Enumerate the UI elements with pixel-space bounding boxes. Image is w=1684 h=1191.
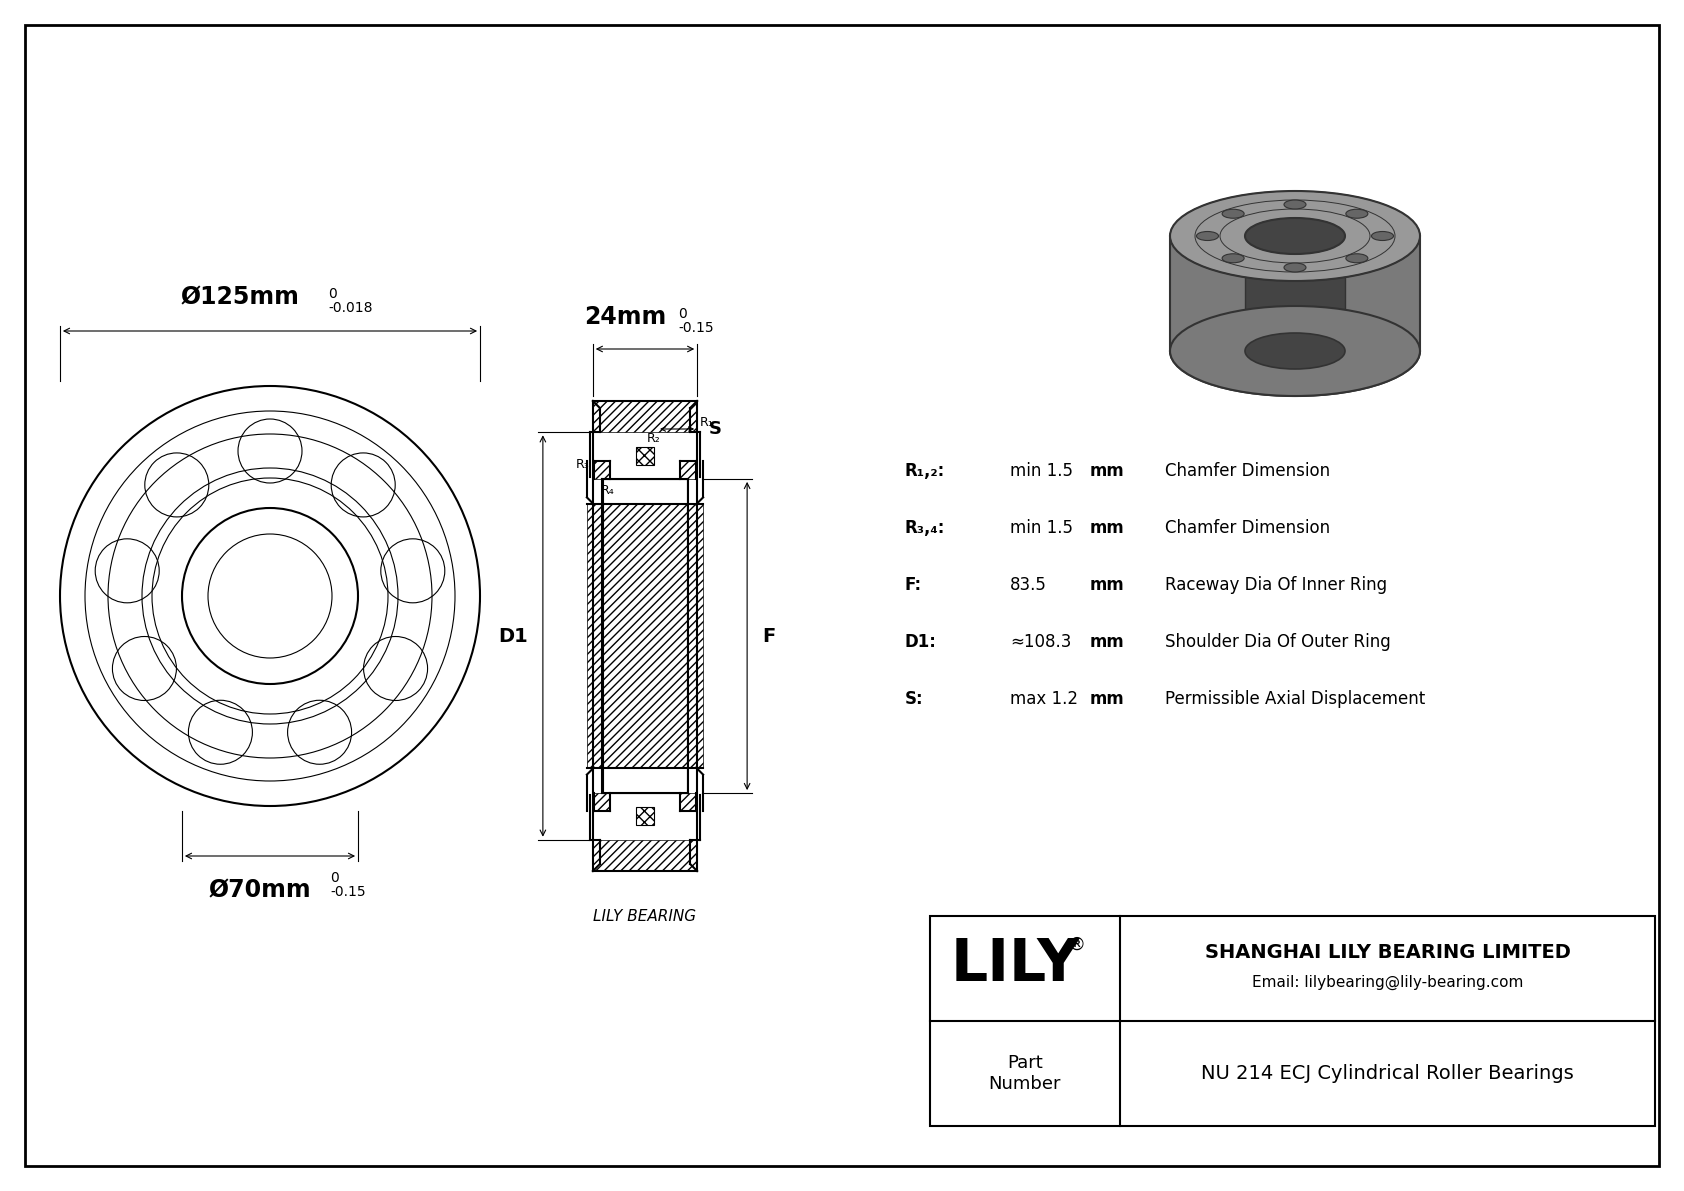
Text: 83.5: 83.5 xyxy=(1010,576,1047,594)
Bar xyxy=(637,447,653,464)
Text: Raceway Dia Of Inner Ring: Raceway Dia Of Inner Ring xyxy=(1165,576,1388,594)
Ellipse shape xyxy=(1223,210,1244,218)
Text: 24mm: 24mm xyxy=(584,305,667,329)
Text: Permissible Axial Displacement: Permissible Axial Displacement xyxy=(1165,690,1425,707)
Ellipse shape xyxy=(1346,254,1367,263)
Ellipse shape xyxy=(1223,254,1244,263)
Bar xyxy=(594,793,610,811)
Text: Ø125mm: Ø125mm xyxy=(180,285,300,308)
Bar xyxy=(930,916,1655,1125)
Text: 0: 0 xyxy=(679,307,687,322)
Text: R₃,₄:: R₃,₄: xyxy=(904,519,945,537)
Text: LILY BEARING: LILY BEARING xyxy=(593,909,697,924)
Text: F:: F: xyxy=(904,576,923,594)
Text: R₃: R₃ xyxy=(576,457,589,470)
Text: R₂: R₂ xyxy=(647,432,660,445)
Bar xyxy=(593,401,697,432)
Text: LILY: LILY xyxy=(950,936,1079,993)
Bar xyxy=(594,461,610,479)
Text: Shoulder Dia Of Outer Ring: Shoulder Dia Of Outer Ring xyxy=(1165,632,1391,651)
Text: Ø70mm: Ø70mm xyxy=(209,878,312,902)
Text: 0: 0 xyxy=(328,287,337,301)
Bar xyxy=(637,807,653,825)
Text: 0: 0 xyxy=(330,871,338,885)
Ellipse shape xyxy=(1170,306,1420,395)
Text: Email: lilybearing@lily-bearing.com: Email: lilybearing@lily-bearing.com xyxy=(1251,975,1524,990)
Ellipse shape xyxy=(1283,263,1307,272)
Ellipse shape xyxy=(1170,306,1420,395)
Text: mm: mm xyxy=(1090,519,1125,537)
Text: D1:: D1: xyxy=(904,632,936,651)
Text: -0.15: -0.15 xyxy=(330,885,365,899)
Text: min 1.5: min 1.5 xyxy=(1010,519,1073,537)
Text: Part
Number: Part Number xyxy=(989,1054,1061,1093)
Ellipse shape xyxy=(1283,200,1307,208)
Text: ®: ® xyxy=(1068,935,1086,954)
Bar xyxy=(1170,236,1420,351)
Ellipse shape xyxy=(1197,231,1219,241)
Text: Chamfer Dimension: Chamfer Dimension xyxy=(1165,519,1330,537)
Text: R₄: R₄ xyxy=(601,484,615,497)
Text: mm: mm xyxy=(1090,462,1125,480)
Text: Chamfer Dimension: Chamfer Dimension xyxy=(1165,462,1330,480)
Bar xyxy=(680,461,695,479)
Text: ≈108.3: ≈108.3 xyxy=(1010,632,1071,651)
Bar xyxy=(680,793,695,811)
Bar xyxy=(593,840,697,871)
Ellipse shape xyxy=(1371,231,1393,241)
Text: R₁,₂:: R₁,₂: xyxy=(904,462,945,480)
Text: D1: D1 xyxy=(498,626,527,646)
Ellipse shape xyxy=(1244,218,1346,254)
Text: F: F xyxy=(763,626,775,646)
Ellipse shape xyxy=(1346,210,1367,218)
Text: S: S xyxy=(709,420,722,438)
Text: mm: mm xyxy=(1090,690,1125,707)
Text: NU 214 ECJ Cylindrical Roller Bearings: NU 214 ECJ Cylindrical Roller Bearings xyxy=(1201,1064,1575,1083)
Text: min 1.5: min 1.5 xyxy=(1010,462,1073,480)
Ellipse shape xyxy=(1170,191,1420,281)
Text: mm: mm xyxy=(1090,632,1125,651)
Text: -0.018: -0.018 xyxy=(328,301,372,314)
Text: max 1.2: max 1.2 xyxy=(1010,690,1078,707)
Bar xyxy=(588,505,704,768)
Text: R₁: R₁ xyxy=(701,417,714,430)
Text: S:: S: xyxy=(904,690,923,707)
Bar xyxy=(1244,236,1346,351)
Ellipse shape xyxy=(1244,333,1346,369)
Text: -0.15: -0.15 xyxy=(679,322,714,335)
Text: mm: mm xyxy=(1090,576,1125,594)
Text: SHANGHAI LILY BEARING LIMITED: SHANGHAI LILY BEARING LIMITED xyxy=(1204,943,1571,962)
